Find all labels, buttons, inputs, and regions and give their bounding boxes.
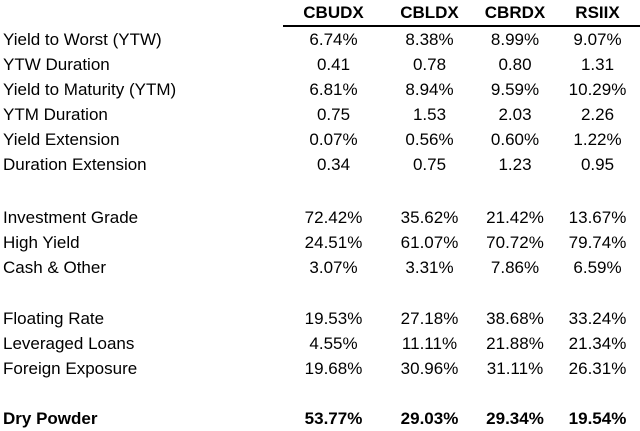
value-cell: 61.07% [400,233,459,252]
table-row-yield-extension: Yield Extension 0.07% 0.56% 0.60% 1.22% [0,127,640,152]
table-row-yield-to-maturity: Yield to Maturity (YTM) 6.81% 8.94% 9.59… [0,77,640,102]
header-row: CBUDX CBLDX CBRDX RSIIX [0,0,640,27]
row-label: Yield to Maturity (YTM) [3,80,177,99]
spacer-row [0,381,640,406]
value-cell: 10.29% [568,80,627,99]
value-cell: 0.95 [580,155,615,174]
row-label: Yield to Worst (YTW) [3,30,162,49]
column-header-rsiix: RSIIX [555,0,640,27]
value-cell: 35.62% [400,208,459,227]
value-cell: 79.74% [568,233,627,252]
value-cell: 0.78 [412,55,447,74]
value-cell: 6.59% [573,258,622,277]
value-cell: 11.11% [401,334,458,353]
value-cell: 8.94% [405,80,454,99]
row-label: Foreign Exposure [3,359,138,378]
value-cell: 8.38% [405,30,454,49]
table-row-yield-to-worst: Yield to Worst (YTW) 6.74% 8.38% 8.99% 9… [0,26,640,52]
value-cell: 21.88% [486,334,544,353]
value-cell: 9.59% [490,80,540,99]
value-cell: 0.34 [316,155,351,174]
value-cell: 53.77% [304,409,363,428]
header-corner-cell [0,0,283,26]
value-cell: 24.51% [304,233,363,252]
column-header-cbudx: CBUDX [283,0,384,27]
value-cell: 19.54% [568,409,627,428]
table-row-duration-extension: Duration Extension 0.34 0.75 1.23 0.95 [0,152,640,177]
column-header-cbrdx: CBRDX [475,0,555,27]
value-cell: 3.07% [309,258,358,277]
value-cell: 7.86% [490,258,540,277]
table-row-dry-powder: Dry Powder 53.77% 29.03% 29.34% 19.54% [0,406,640,431]
row-label: High Yield [3,233,80,252]
row-label: Duration Extension [3,155,147,174]
row-label: Dry Powder [3,409,98,428]
value-cell: 6.74% [309,30,358,49]
table-row-floating-rate: Floating Rate 19.53% 27.18% 38.68% 33.24… [0,306,640,331]
value-cell: 29.03% [400,409,459,428]
value-cell: 1.53 [412,105,447,124]
spacer-row [0,177,640,205]
value-cell: 19.53% [304,309,363,328]
value-cell: 38.68% [486,309,544,328]
value-cell: 3.31% [405,258,454,277]
value-cell: 9.07% [573,30,622,49]
row-label: Cash & Other [3,258,106,277]
value-cell: 0.41 [316,55,351,74]
value-cell: 0.80 [498,55,532,74]
value-cell: 0.75 [316,105,351,124]
table-row-cash-and-other: Cash & Other 3.07% 3.31% 7.86% 6.59% [0,255,640,280]
value-cell: 29.34% [486,409,544,428]
value-cell: 70.72% [486,233,544,252]
value-cell: 13.67% [568,208,627,227]
value-cell: 21.42% [486,208,544,227]
value-cell: 72.42% [304,208,363,227]
row-label: Floating Rate [3,309,105,328]
value-cell: 8.99% [490,30,540,49]
row-label: YTW Duration [3,55,110,74]
spacer-row [0,280,640,306]
value-cell: 21.34% [568,334,627,353]
table-row-high-yield: High Yield 24.51% 61.07% 70.72% 79.74% [0,230,640,255]
value-cell: 30.96% [400,359,459,378]
value-cell: 6.81% [309,80,358,99]
table-row-investment-grade: Investment Grade 72.42% 35.62% 21.42% 13… [0,205,640,230]
value-cell: 0.60% [490,130,540,149]
row-label: Yield Extension [3,130,120,149]
row-label: Investment Grade [3,208,139,227]
table-row-ytm-duration: YTM Duration 0.75 1.53 2.03 2.26 [0,102,640,127]
value-cell: 4.55% [309,334,358,353]
value-cell: 2.26 [580,105,615,124]
value-cell: 0.75 [412,155,447,174]
value-cell: 31.11% [486,359,544,378]
row-label: YTM Duration [3,105,108,124]
value-cell: 0.07% [309,130,358,149]
value-cell: 1.22% [573,130,622,149]
row-label: Leveraged Loans [3,334,135,353]
table-row-ytw-duration: YTW Duration 0.41 0.78 0.80 1.31 [0,52,640,77]
column-header-cbldx: CBLDX [384,0,475,27]
value-cell: 2.03 [498,105,532,124]
value-cell: 33.24% [568,309,627,328]
value-cell: 26.31% [568,359,627,378]
value-cell: 0.56% [405,130,454,149]
value-cell: 19.68% [304,359,363,378]
table-row-foreign-exposure: Foreign Exposure 19.68% 30.96% 31.11% 26… [0,356,640,381]
value-cell: 1.31 [580,55,615,74]
table-row-leveraged-loans: Leveraged Loans 4.55% 11.11% 21.88% 21.3… [0,331,640,356]
value-cell: 27.18% [400,309,459,328]
value-cell: 1.23 [498,155,532,174]
